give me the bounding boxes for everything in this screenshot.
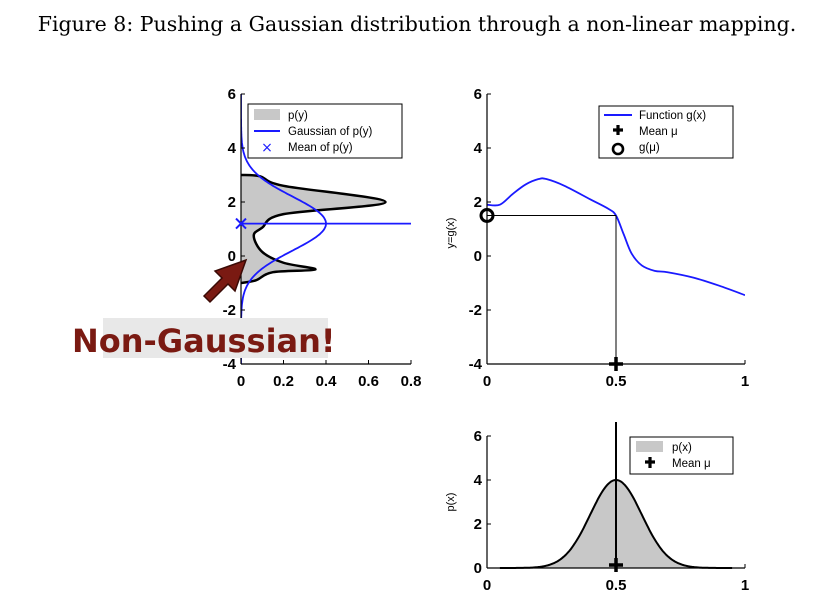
gx-gmu-marker — [479, 208, 495, 223]
non-gaussian-callout: Non-Gaussian! — [72, 258, 336, 360]
callout-arrow-icon — [202, 258, 248, 304]
px-x-tick-label: 1 — [741, 577, 749, 594]
py-ticks: 0 0.2 0.4 0.6 0.8 -4 -2 0 2 4 6 — [223, 86, 422, 390]
px-y-tick-label: 6 — [474, 428, 482, 445]
px-legend-box — [629, 436, 734, 475]
py-x-tick-label: 0.4 — [316, 373, 338, 390]
py-y-tick-label: -2 — [223, 302, 236, 319]
py-density-fill — [241, 175, 386, 283]
px-panel: 0 0.5 1 0 2 4 6 p(x) p(x) Mean μ — [445, 422, 749, 594]
px-mean-marker — [609, 558, 623, 572]
px-x-tick-label: 0 — [483, 577, 491, 594]
gx-panel: 0 0.5 1 -4 -2 0 2 4 6 y=g(x) Function g(x) Mean … — [445, 86, 749, 390]
py-legend-label-py: p(y) — [288, 110, 308, 122]
py-y-tick-label: 0 — [228, 248, 236, 265]
py-legend-swatch-cross: × — [261, 140, 273, 156]
px-y-tick-label: 4 — [474, 472, 483, 489]
py-mean-marker — [235, 217, 247, 230]
gx-ticks: 0 0.5 1 -4 -2 0 2 4 6 — [469, 86, 750, 390]
gx-y-label: y=g(x) — [445, 218, 457, 249]
px-legend-swatch-fill — [636, 441, 663, 452]
px-legend-swatch-plus — [645, 457, 655, 468]
gx-legend-label-gmu: g(μ) — [639, 142, 660, 154]
gx-legend: Function g(x) Mean μ g(μ) — [598, 105, 734, 159]
px-legend-label-px: p(x) — [672, 442, 692, 454]
gx-plot-area — [487, 177, 745, 364]
py-legend-label-mean: Mean of p(y) — [288, 142, 353, 154]
py-x-tick-label: 0.8 — [401, 373, 422, 390]
gx-y-tick-label: -4 — [469, 356, 483, 373]
py-x-tick-label: 0.6 — [358, 373, 379, 390]
py-x-tick-label: 0 — [237, 373, 245, 390]
callout-text: Non-Gaussian! — [72, 322, 336, 360]
gx-x-tick-label: 1 — [741, 373, 749, 390]
gx-legend-swatch-circle — [611, 142, 625, 156]
gx-y-tick-label: 2 — [474, 194, 482, 211]
py-y-tick-label: 6 — [228, 86, 236, 103]
gx-y-tick-label: 4 — [474, 140, 483, 157]
py-x-tick-label: 0.2 — [273, 373, 294, 390]
py-legend-swatch-fill — [254, 109, 280, 120]
py-panel: 0 0.2 0.4 0.6 0.8 -4 -2 0 2 4 6 × p(y) Gaussian of… — [223, 86, 422, 390]
gx-legend-label-mean: Mean μ — [639, 126, 678, 138]
py-legend-label-gaussian: Gaussian of p(y) — [288, 126, 373, 138]
py-density-outline — [241, 173, 387, 285]
py-y-tick-label: -4 — [223, 356, 237, 373]
gx-mean-marker — [609, 357, 623, 371]
px-legend-label-mean: Mean μ — [672, 458, 711, 470]
gx-y-tick-label: 6 — [474, 86, 482, 103]
px-legend: p(x) Mean μ — [629, 436, 734, 475]
gx-legend-label-function: Function g(x) — [639, 110, 706, 122]
px-y-tick-label: 0 — [474, 560, 482, 577]
py-y-tick-label: 2 — [228, 194, 236, 211]
py-legend: × p(y) Gaussian of p(y) Mean of p(y) — [247, 103, 403, 159]
gx-x-tick-label: 0 — [483, 373, 491, 390]
px-y-label: p(x) — [445, 493, 457, 512]
gx-x-tick-label: 0.5 — [606, 373, 627, 390]
py-y-tick-label: 4 — [228, 140, 237, 157]
figure-caption: Figure 8: Pushing a Gaussian distributio… — [37, 12, 797, 36]
px-y-tick-label: 2 — [474, 516, 482, 533]
gx-y-tick-label: -2 — [469, 302, 482, 319]
gx-legend-swatch-plus — [613, 125, 623, 135]
px-x-tick-label: 0.5 — [606, 577, 627, 594]
gx-y-tick-label: 0 — [474, 248, 482, 265]
callout-background — [103, 318, 328, 358]
gx-function-curve — [487, 177, 745, 296]
